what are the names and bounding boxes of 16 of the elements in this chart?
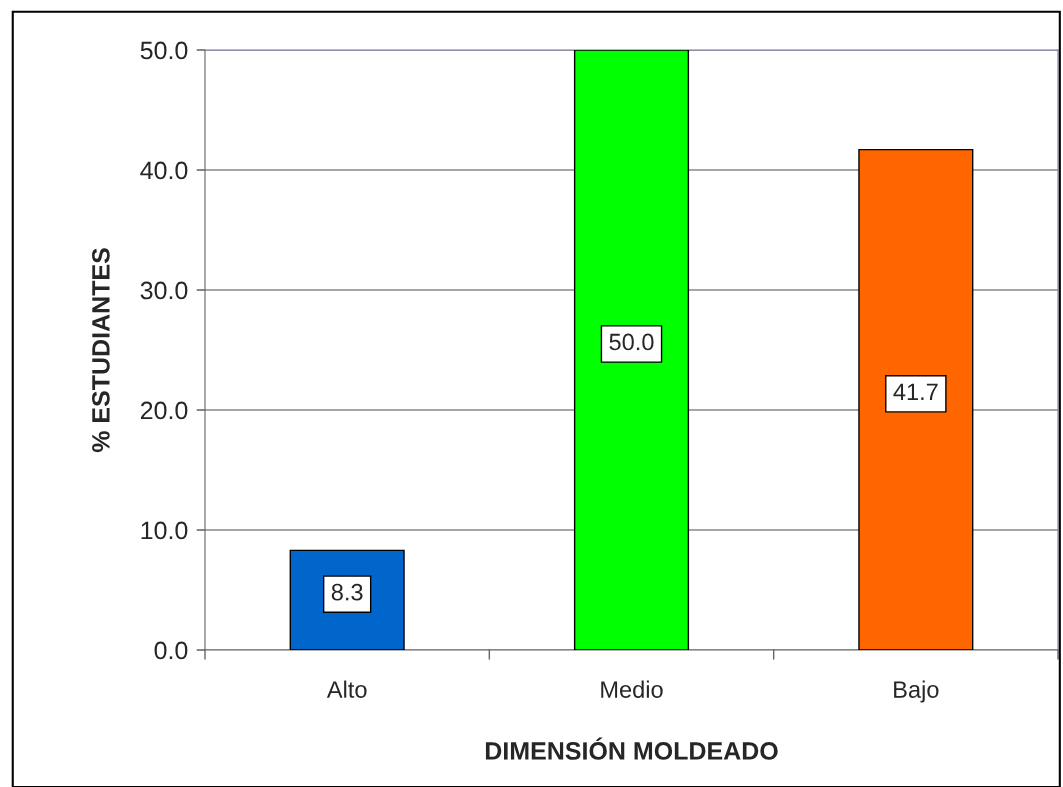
y-tick-label: 40.0 [140,161,188,180]
x-tick-label: Alto [326,680,367,698]
y-tick-label: 0.0 [154,641,188,660]
y-axis-title: % ESTUDIANTES [92,248,110,453]
x-tick-label: Medio [601,680,663,698]
bar [573,50,690,650]
bar [858,148,974,650]
y-tick-label: 10.0 [141,521,188,540]
data-label: 41.7 [893,383,938,400]
x-tick-label: Bajo [894,680,939,703]
y-tick-label: 30.0 [140,281,188,300]
x-axis-title: DIMENSIÓN MOLDEADO [485,737,778,760]
y-tick-label: 50.0 [140,41,188,60]
data-label: 50.0 [609,333,654,351]
data-label: 8.3 [331,583,363,601]
y-tick-label: 20.0 [140,401,188,420]
